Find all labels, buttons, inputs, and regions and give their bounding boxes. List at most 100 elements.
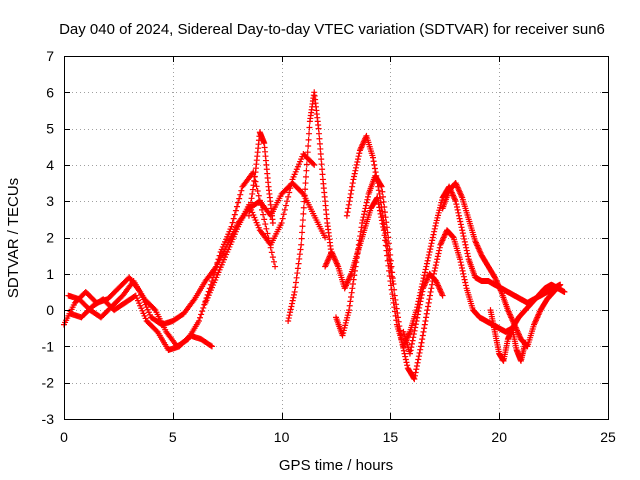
data-point-interp bbox=[458, 262, 465, 269]
data-point-interp bbox=[348, 289, 355, 296]
data-point-interp bbox=[379, 208, 386, 215]
data-point-interp bbox=[259, 206, 266, 213]
data-point-interp bbox=[414, 359, 421, 366]
data-point-interp bbox=[232, 207, 239, 214]
y-tick-label: -2 bbox=[42, 375, 55, 391]
data-point-interp bbox=[411, 327, 418, 334]
y-tick-label: 7 bbox=[46, 48, 54, 64]
data-point-interp bbox=[378, 182, 385, 189]
data-point-interp bbox=[263, 225, 270, 232]
data-point-interp bbox=[373, 172, 380, 179]
data-point-interp bbox=[289, 300, 296, 307]
data-point-interp bbox=[346, 198, 353, 205]
data-point-interp bbox=[418, 339, 425, 346]
data-point-interp bbox=[252, 178, 259, 185]
y-tick-label: 3 bbox=[46, 193, 54, 209]
data-point-interp bbox=[316, 130, 323, 137]
data-point-interp bbox=[294, 265, 301, 272]
data-point bbox=[315, 125, 322, 132]
data-point-interp bbox=[292, 279, 299, 286]
data-point-interp bbox=[433, 259, 440, 266]
data-point-interp bbox=[402, 356, 409, 363]
data-points bbox=[61, 89, 568, 383]
data-point-interp bbox=[430, 231, 437, 238]
y-tick-label: 4 bbox=[46, 157, 54, 173]
data-point-interp bbox=[415, 356, 422, 363]
data-point-interp bbox=[385, 247, 392, 254]
data-point-interp bbox=[285, 193, 292, 200]
data-point-interp bbox=[197, 314, 203, 321]
data-point-interp bbox=[296, 251, 303, 258]
data-point-interp bbox=[151, 306, 158, 313]
data-point-interp bbox=[396, 327, 403, 334]
x-tick-label: 15 bbox=[383, 429, 399, 445]
data-point-interp bbox=[346, 302, 353, 309]
data-point-interp bbox=[408, 344, 415, 351]
data-point-interp bbox=[398, 339, 405, 346]
data-point-interp bbox=[418, 295, 425, 302]
data-point-interp bbox=[431, 267, 438, 274]
data-point-interp bbox=[431, 228, 438, 235]
data-point-interp bbox=[304, 149, 311, 156]
data-point-interp bbox=[432, 222, 439, 229]
data-point-interp bbox=[268, 249, 275, 256]
data-point-interp bbox=[229, 219, 236, 226]
data-point-interp bbox=[412, 321, 419, 328]
y-tick-label: 5 bbox=[46, 121, 54, 137]
data-point-interp bbox=[316, 140, 323, 147]
data-point-interp bbox=[293, 274, 300, 281]
series-track-3 bbox=[67, 292, 215, 354]
data-point-interp bbox=[287, 309, 294, 316]
data-point-interp bbox=[284, 198, 291, 205]
data-point-interp bbox=[378, 204, 385, 211]
data-point bbox=[369, 154, 376, 161]
data-point-interp bbox=[347, 298, 354, 305]
data-point-interp bbox=[260, 211, 267, 218]
series-track-8 bbox=[333, 172, 568, 383]
data-point-interp bbox=[198, 311, 205, 318]
data-point-interp bbox=[344, 209, 351, 216]
data-point-interp bbox=[353, 164, 360, 171]
data-point-interp bbox=[354, 250, 361, 257]
data-point-interp bbox=[262, 221, 269, 228]
data-point-interp bbox=[422, 266, 429, 273]
data-point-interp bbox=[301, 198, 308, 205]
data-point-interp bbox=[457, 218, 464, 225]
data-point-interp bbox=[256, 197, 263, 204]
data-point-interp bbox=[359, 217, 366, 224]
data-point-interp bbox=[385, 251, 392, 258]
data-point-interp bbox=[363, 199, 370, 206]
data-point-interp bbox=[213, 263, 220, 270]
y-axis-title: SDTVAR / TECUs bbox=[5, 178, 22, 298]
data-point-interp bbox=[305, 136, 312, 143]
data-point-interp bbox=[428, 240, 435, 247]
data-point-interp bbox=[464, 250, 471, 257]
data-point-interp bbox=[459, 267, 466, 274]
data-point-interp bbox=[422, 317, 429, 324]
x-tick-label: 10 bbox=[274, 429, 290, 445]
data-point-interp bbox=[303, 167, 310, 174]
data-point bbox=[406, 350, 413, 357]
data-point-interp bbox=[290, 294, 297, 301]
data-point-interp bbox=[402, 353, 409, 360]
data-point bbox=[291, 288, 298, 295]
data-point-interp bbox=[461, 238, 468, 245]
data-point-interp bbox=[458, 224, 465, 231]
data-point-interp bbox=[387, 264, 394, 271]
series-track-4 bbox=[202, 151, 318, 306]
data-point-interp bbox=[357, 233, 364, 240]
data-point-interp bbox=[251, 177, 258, 184]
data-point-interp bbox=[280, 211, 287, 218]
data-point-interp bbox=[384, 243, 391, 250]
data-point-interp bbox=[424, 257, 431, 264]
x-tick-label: 5 bbox=[169, 429, 177, 445]
data-point bbox=[298, 241, 305, 248]
data-point-interp bbox=[306, 124, 313, 131]
grid bbox=[64, 56, 608, 419]
data-point-interp bbox=[281, 206, 288, 213]
data-point-interp bbox=[419, 336, 426, 343]
data-point-interp bbox=[304, 155, 311, 162]
y-tick-label: 1 bbox=[46, 266, 54, 282]
data-point-interp bbox=[317, 151, 324, 158]
data-point bbox=[452, 198, 459, 205]
